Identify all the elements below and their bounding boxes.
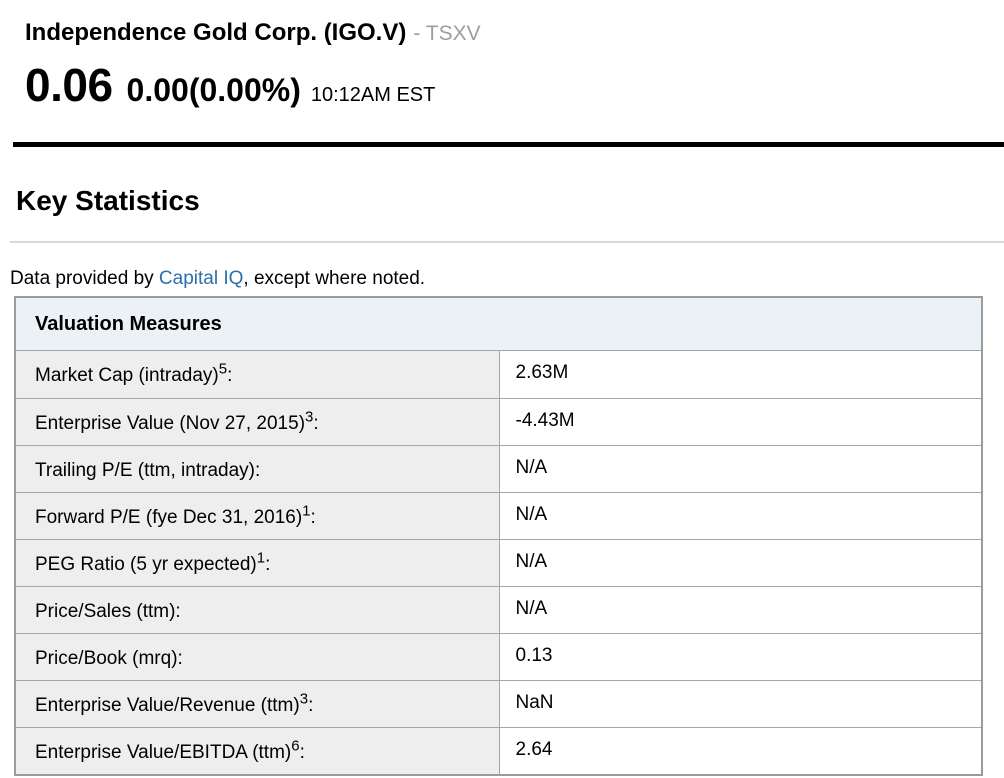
row-value: 2.63M	[498, 351, 981, 398]
section-divider-rule	[13, 142, 1004, 147]
row-label-text: Enterprise Value/Revenue (ttm)	[35, 695, 300, 716]
row-label-text: Market Cap (intraday)	[35, 365, 219, 386]
label-colon: :	[265, 554, 271, 575]
footnote-superscript: 1	[256, 549, 266, 567]
label-colon: :	[310, 507, 316, 528]
table-header-row: Valuation Measures	[16, 298, 981, 351]
row-label: Enterprise Value/EBITDA (ttm)6:	[16, 727, 499, 774]
footnote-superscript: 5	[218, 360, 228, 378]
row-label: Forward P/E (fye Dec 31, 2016)1:	[16, 492, 499, 539]
row-label-text: Forward P/E (fye Dec 31, 2016)	[35, 507, 303, 528]
data-provider-note: Data provided by Capital IQ, except wher…	[10, 267, 1004, 290]
label-colon: :	[308, 695, 314, 716]
provider-suffix: , except where noted.	[243, 268, 426, 289]
thin-divider-rule	[10, 241, 1004, 243]
row-label: Trailing P/E (ttm, intraday):	[16, 445, 499, 492]
price-line: 0.06 0.00(0.00%) 10:12AM EST	[25, 59, 1004, 123]
footnote-superscript: 1	[302, 502, 311, 520]
row-value: N/A	[498, 445, 981, 492]
table-row: Enterprise Value/EBITDA (ttm)6: 2.64	[16, 727, 981, 774]
footnote-superscript: 3	[299, 690, 309, 708]
capital-iq-link[interactable]: Capital IQ	[158, 268, 244, 289]
row-label-text: Price/Sales (ttm)	[35, 601, 176, 622]
row-label-text: Price/Book (mrq)	[35, 648, 178, 669]
table-row: Enterprise Value/Revenue (ttm)3: NaN	[16, 680, 981, 727]
company-title: Independence Gold Corp. (IGO.V)	[25, 19, 407, 46]
table-section-header: Valuation Measures	[16, 298, 981, 351]
row-label-text: PEG Ratio (5 yr expected)	[35, 554, 257, 575]
row-value: 0.13	[498, 633, 981, 680]
valuation-measures-table: Valuation Measures Market Cap (intraday)…	[14, 296, 983, 776]
table-row: Market Cap (intraday)5: 2.63M	[16, 351, 981, 398]
table-row: Price/Book (mrq): 0.13	[16, 633, 981, 680]
label-colon: :	[299, 742, 305, 763]
row-label-text: Enterprise Value (Nov 27, 2015)	[35, 413, 306, 434]
row-label: Price/Book (mrq):	[16, 633, 499, 680]
table-row: Enterprise Value (Nov 27, 2015)3: -4.43M	[16, 398, 981, 445]
row-value: N/A	[498, 492, 981, 539]
row-label-text: Trailing P/E (ttm, intraday)	[35, 460, 255, 481]
row-label: Enterprise Value/Revenue (ttm)3:	[16, 680, 499, 727]
label-colon: :	[254, 460, 261, 481]
row-label: Price/Sales (ttm):	[16, 586, 499, 633]
row-label-text: Enterprise Value/EBITDA (ttm)	[35, 742, 292, 763]
label-colon: :	[177, 648, 183, 669]
footnote-superscript: 6	[291, 737, 300, 755]
row-label: Market Cap (intraday)5:	[16, 351, 499, 398]
row-label: PEG Ratio (5 yr expected)1:	[16, 539, 499, 586]
footnote-superscript: 3	[305, 408, 314, 426]
label-colon: :	[313, 413, 319, 434]
table-row: Forward P/E (fye Dec 31, 2016)1: N/A	[16, 492, 981, 539]
table-row: PEG Ratio (5 yr expected)1: N/A	[16, 539, 981, 586]
label-colon: :	[175, 601, 181, 622]
exchange-label: - TSXV	[413, 22, 481, 45]
row-value: N/A	[498, 586, 981, 633]
row-value: N/A	[498, 539, 981, 586]
row-value: NaN	[498, 680, 981, 727]
table-row: Trailing P/E (ttm, intraday): N/A	[16, 445, 981, 492]
page-title: Key Statistics	[16, 185, 200, 216]
price-change: 0.00(0.00%)	[126, 72, 301, 108]
row-value: 2.64	[498, 727, 981, 774]
quote-header: Independence Gold Corp. (IGO.V) - TSXV 0.…	[0, 0, 1004, 123]
quote-time: 10:12AM EST	[310, 84, 436, 106]
table-body: Market Cap (intraday)5: 2.63M Enterprise…	[16, 351, 981, 774]
label-colon: :	[227, 365, 233, 386]
table-row: Price/Sales (ttm): N/A	[16, 586, 981, 633]
provider-prefix: Data provided by	[10, 268, 159, 289]
row-value: -4.43M	[498, 398, 981, 445]
company-line: Independence Gold Corp. (IGO.V) - TSXV	[25, 18, 1004, 51]
last-price: 0.06	[25, 59, 113, 111]
row-label: Enterprise Value (Nov 27, 2015)3:	[16, 398, 499, 445]
